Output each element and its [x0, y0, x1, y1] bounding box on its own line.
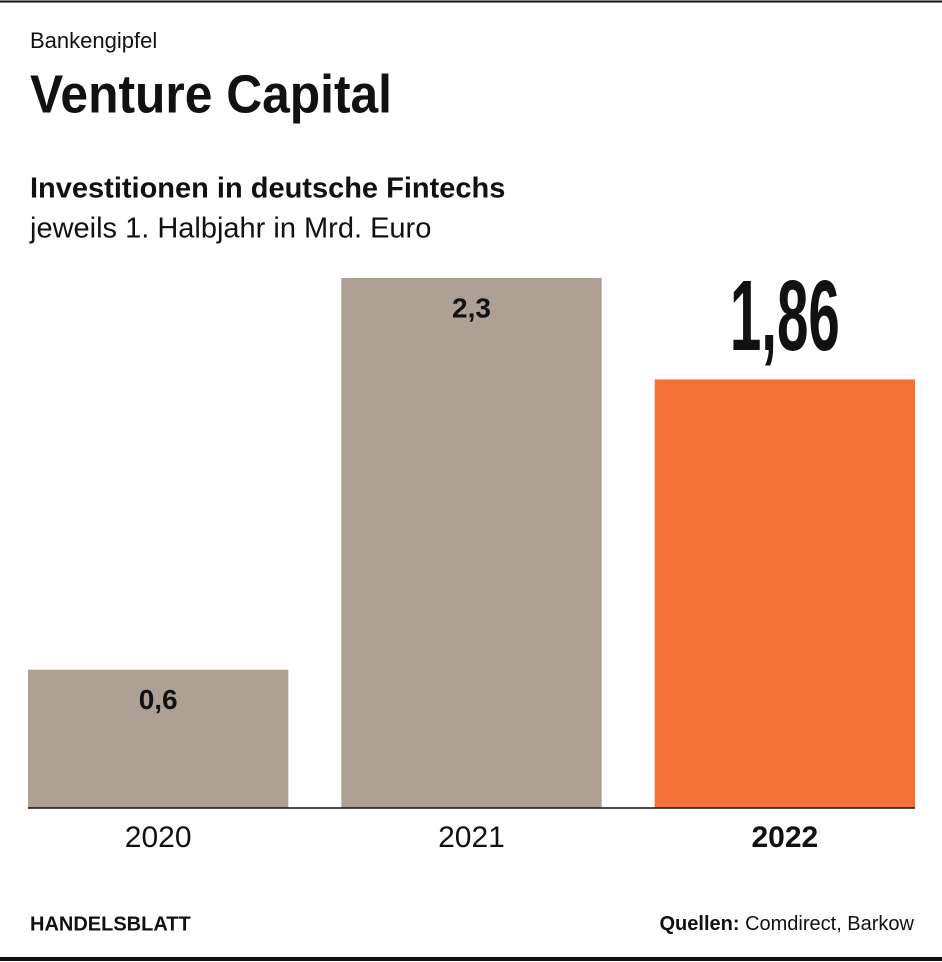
chart-title: Venture Capital	[30, 64, 392, 124]
bar	[654, 379, 915, 808]
value-label: 1,86	[730, 260, 840, 372]
source-line: Quellen: Comdirect, Barkow	[659, 913, 914, 935]
x-tick-label: 2021	[438, 821, 505, 854]
brand: HANDELSBLATT	[30, 913, 191, 935]
bar	[28, 669, 289, 808]
value-label: 2,3	[452, 292, 491, 323]
bar	[341, 278, 602, 808]
unit-note: jeweils 1. Halbjahr in Mrd. Euro	[29, 213, 431, 245]
x-tick-label: 2020	[125, 821, 192, 854]
subtitle: Investitionen in deutsche Fintechs	[30, 173, 505, 205]
x-tick-label: 2022	[751, 821, 818, 854]
value-label: 0,6	[139, 684, 178, 715]
kicker: Bankengipfel	[30, 28, 157, 53]
source-label: Quellen:	[659, 913, 739, 935]
source: Comdirect, Barkow	[745, 913, 914, 935]
